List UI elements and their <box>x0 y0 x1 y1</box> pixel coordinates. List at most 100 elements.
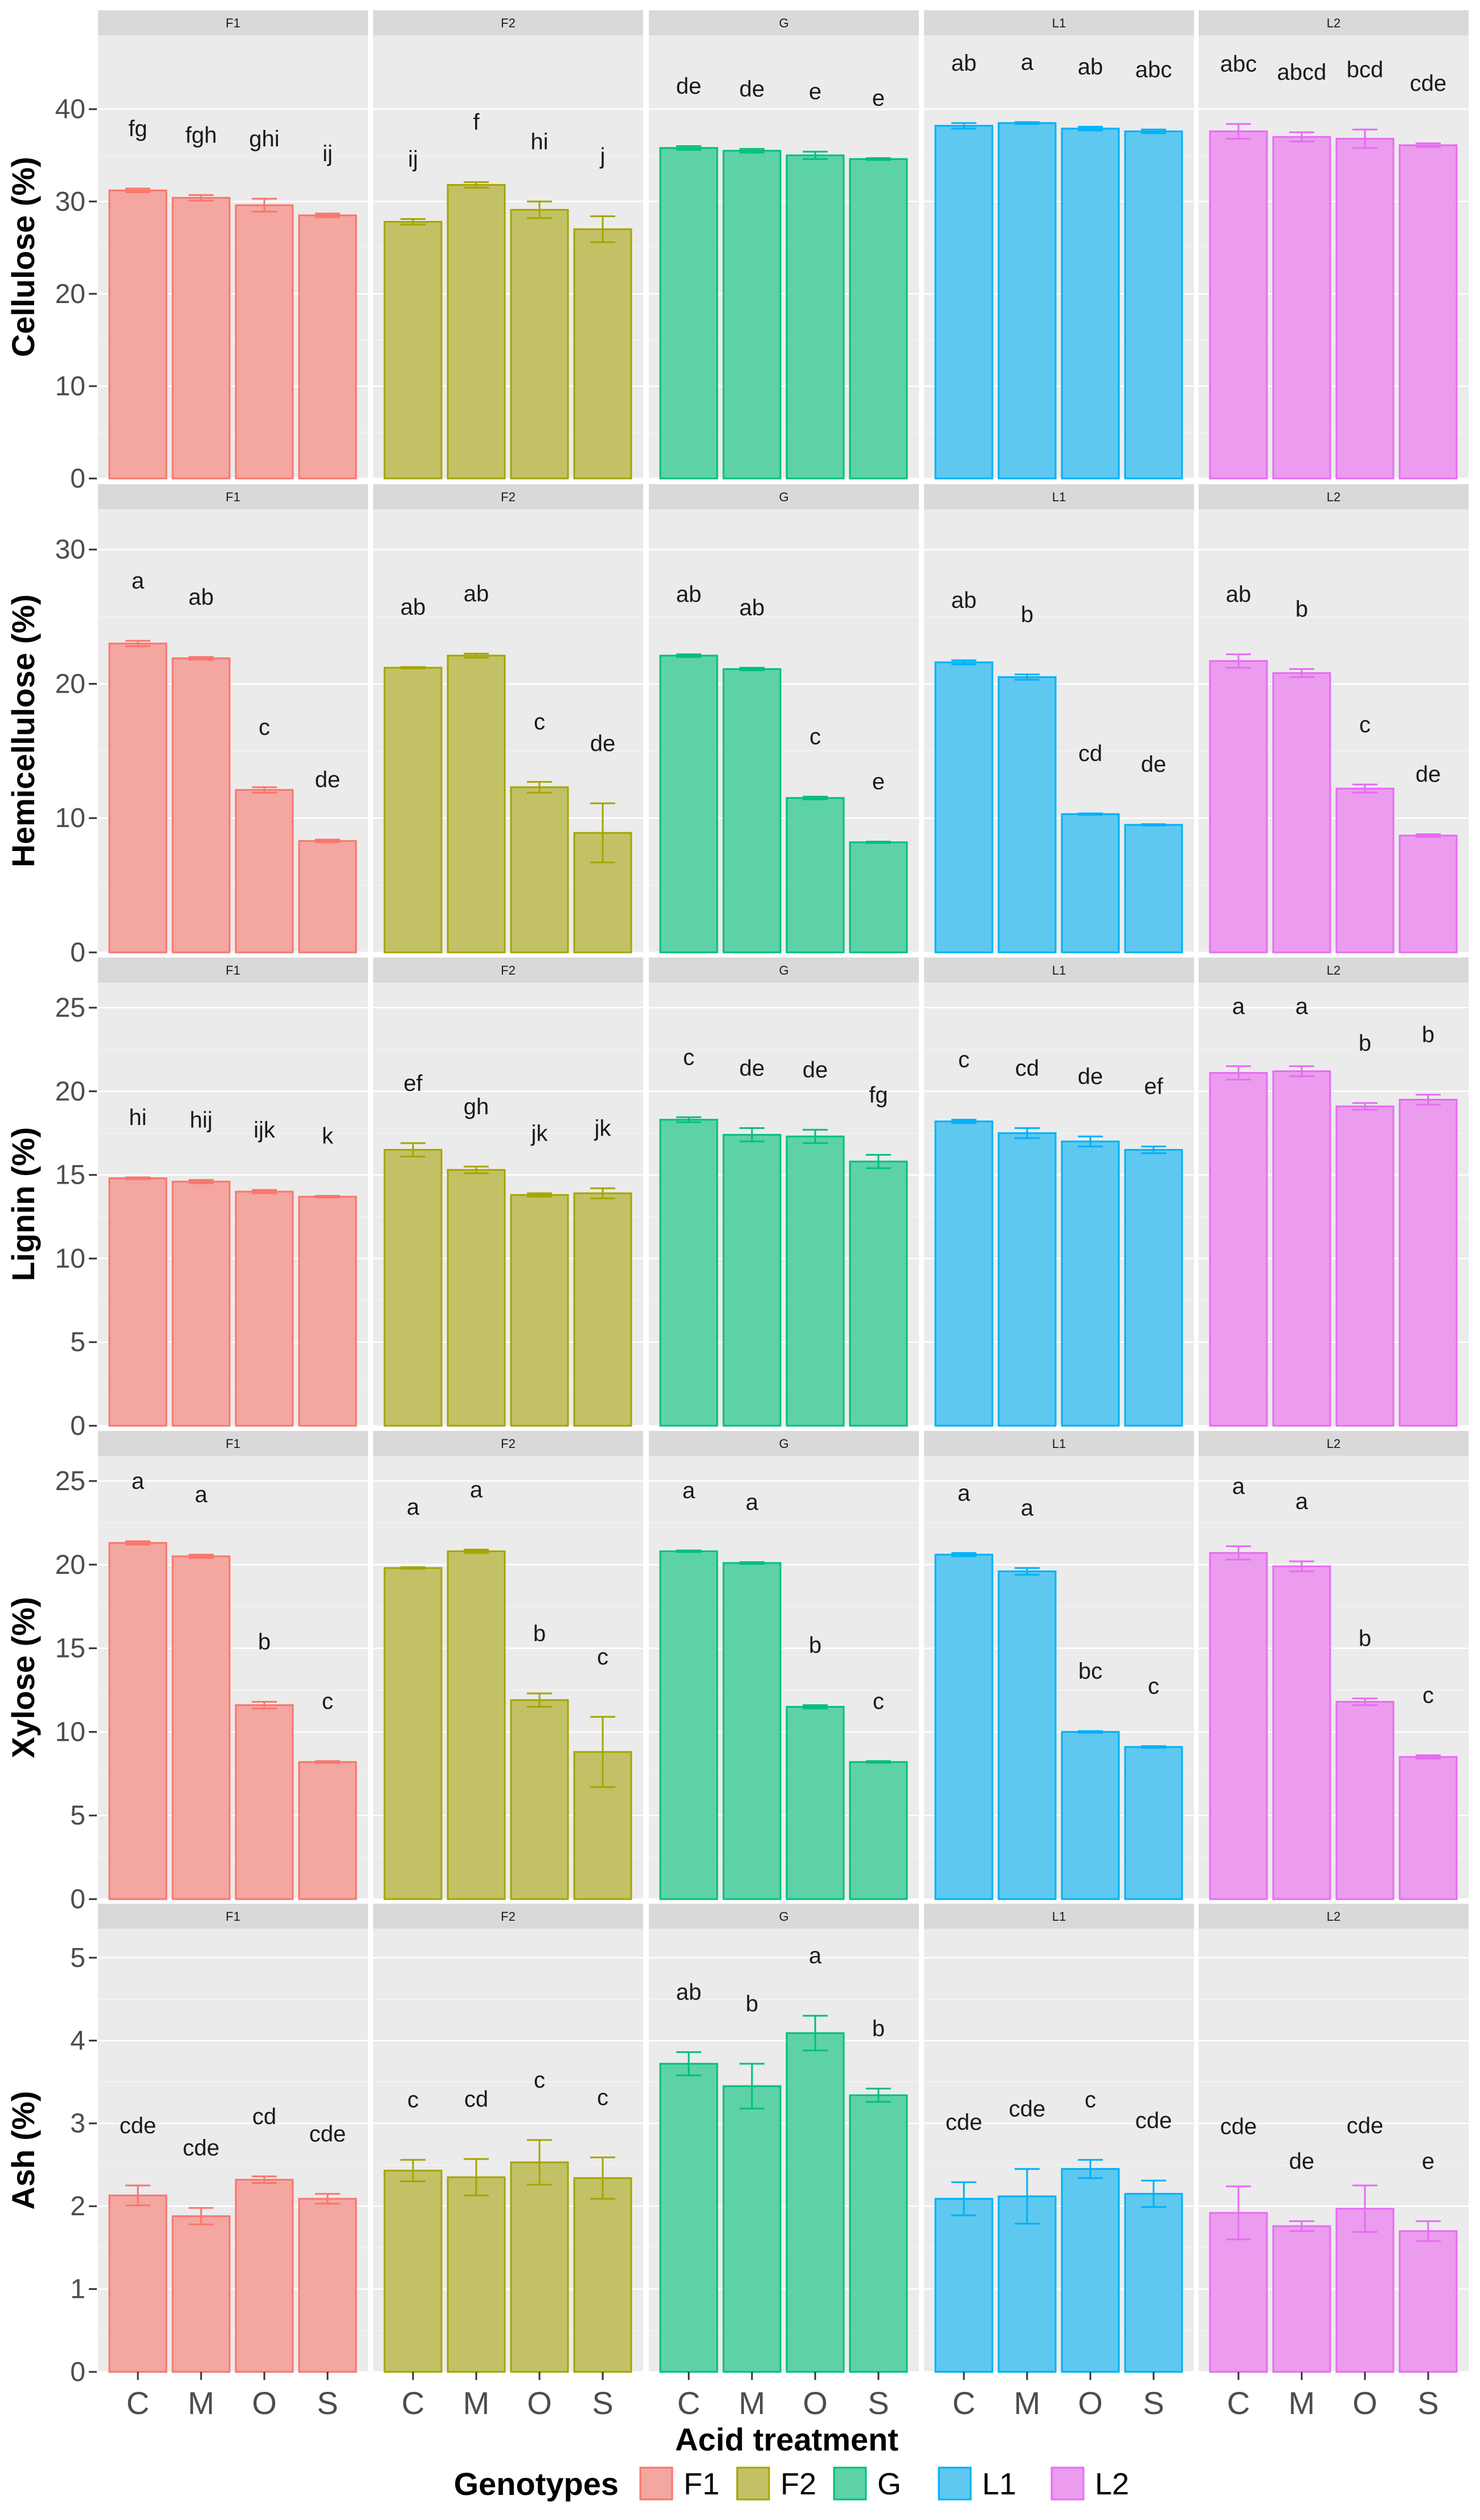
y-tick-label: 0 <box>70 938 85 968</box>
x-tick-label: M <box>1014 2385 1041 2421</box>
significance-letter: hi <box>129 1105 146 1130</box>
significance-letter: ghi <box>249 126 279 152</box>
bar-L1-O <box>1061 2168 1120 2373</box>
y-tick-label: 25 <box>55 1466 85 1496</box>
bar-F1-S <box>298 214 357 480</box>
significance-letter: a <box>1021 1496 1034 1521</box>
significance-letter: hi <box>530 129 548 154</box>
legend-label-L1: L1 <box>982 2467 1016 2501</box>
bar-G-S <box>849 1761 908 1900</box>
significance-letter: c <box>1148 1674 1159 1699</box>
significance-letter: de <box>590 731 616 756</box>
significance-letter: a <box>1295 1489 1309 1514</box>
x-tick-label: S <box>317 2385 338 2421</box>
bar-L1-S <box>1124 1149 1183 1427</box>
significance-letter: fg <box>128 116 147 141</box>
facet-strip <box>373 10 643 35</box>
facet-panel-L2: L2 cde de cde e <box>1199 1904 1469 2373</box>
bar-G-O <box>786 2032 845 2373</box>
bar-L1-M <box>997 1132 1057 1427</box>
facet-strip-label: F1 <box>226 16 240 30</box>
significance-letter: de <box>1141 752 1167 777</box>
significance-letter: c <box>597 1644 608 1670</box>
facet-strip-label: G <box>779 490 788 504</box>
significance-letter: b <box>1295 597 1308 622</box>
bar-F1-M <box>171 2215 231 2373</box>
x-tick-label: M <box>463 2385 490 2421</box>
facet-strip-label: G <box>779 1909 788 1924</box>
facet-strip-label: F1 <box>226 1437 240 1451</box>
significance-letter: de <box>315 767 341 792</box>
facet-strip-label: G <box>779 16 788 30</box>
bar-F1-O <box>235 789 294 954</box>
significance-letter: b <box>746 1991 758 2016</box>
x-tick-label: C <box>1227 2385 1250 2421</box>
bar-F1-S <box>298 1761 357 1900</box>
y-axis-label: Ash (%) <box>5 2091 41 2210</box>
bar-F2-O <box>510 2161 569 2373</box>
y-tick-label: 10 <box>55 371 85 402</box>
significance-letter: a <box>958 1480 971 1506</box>
facet-panel-L1: L1 ab a ab abc <box>924 10 1194 480</box>
significance-letter: a <box>682 1478 696 1503</box>
y-tick-label: 40 <box>55 95 85 125</box>
significance-letter: ab <box>400 595 426 620</box>
significance-letter: de <box>739 1056 765 1081</box>
bar-F1-S <box>298 2198 357 2373</box>
bar-G-C <box>659 2063 718 2373</box>
facet-strip <box>924 10 1194 35</box>
significance-letter: cd <box>1015 1056 1039 1081</box>
y-tick-label: 25 <box>55 993 85 1023</box>
facet-strip-label: G <box>779 1437 788 1451</box>
facet-strip <box>649 1431 919 1456</box>
significance-letter: cde <box>1220 2114 1257 2139</box>
y-tick-label: 10 <box>55 1717 85 1747</box>
facet-panel-F2: F2 ab ab c de <box>373 484 643 954</box>
facet-strip-label: L2 <box>1327 490 1340 504</box>
legend-label-F1: F1 <box>684 2467 719 2501</box>
bar-F1-O <box>235 204 294 480</box>
significance-letter: c <box>534 2068 545 2093</box>
y-tick-label: 5 <box>70 1943 85 1973</box>
significance-letter: ab <box>951 588 977 613</box>
bar-F1-M <box>171 197 231 480</box>
bar-L2-O <box>1335 2208 1395 2373</box>
significance-letter: f <box>473 110 480 135</box>
bar-F1-M <box>171 657 231 954</box>
bar-F2-O <box>510 208 569 480</box>
bar-F2-C <box>383 1149 443 1427</box>
significance-letter: ij <box>322 141 333 166</box>
x-tick-label: S <box>592 2385 613 2421</box>
bar-F2-M <box>447 1550 506 1900</box>
bar-G-S <box>849 841 908 954</box>
x-axis-label: Acid treatment <box>675 2421 898 2457</box>
facet-panel-F2: F2 a a b c <box>373 1431 643 1900</box>
facet-strip-label: L2 <box>1327 1909 1340 1924</box>
bar-G-S <box>849 1160 908 1427</box>
facet-strip-label: G <box>779 963 788 977</box>
significance-letter: ab <box>464 581 489 606</box>
bar-F1-M <box>171 1180 231 1427</box>
facet-strip <box>373 1431 643 1456</box>
x-tick-label: S <box>1417 2385 1438 2421</box>
significance-letter: de <box>1289 2149 1315 2174</box>
facet-row-1: F1 a ab c de F2 ab ab c de Gab ab c e L1 ab b cd de L2 ab b c d… <box>98 484 1469 954</box>
y-tick-label: 5 <box>70 1801 85 1831</box>
significance-letter: c <box>1085 2088 1096 2113</box>
facet-strip <box>98 484 368 509</box>
bar-L2-O <box>1335 787 1395 954</box>
bar-L1-C <box>934 2198 994 2373</box>
bar-F1-O <box>235 1704 294 1900</box>
facet-panel-L1: L1 ab b cd de <box>924 484 1194 954</box>
bar-L1-C <box>934 661 994 954</box>
significance-letter: cde <box>1347 2113 1384 2138</box>
bar-G-C <box>659 654 718 954</box>
legend-key-F1 <box>639 2466 673 2501</box>
significance-letter: ab <box>739 595 765 620</box>
x-tick-label: O <box>1078 2385 1103 2421</box>
legend-key-F2 <box>736 2466 770 2501</box>
bar-L1-M <box>997 122 1057 480</box>
bar-L2-C <box>1209 660 1268 954</box>
significance-letter: ab <box>951 51 977 76</box>
bar-F1-C <box>108 1177 167 1427</box>
